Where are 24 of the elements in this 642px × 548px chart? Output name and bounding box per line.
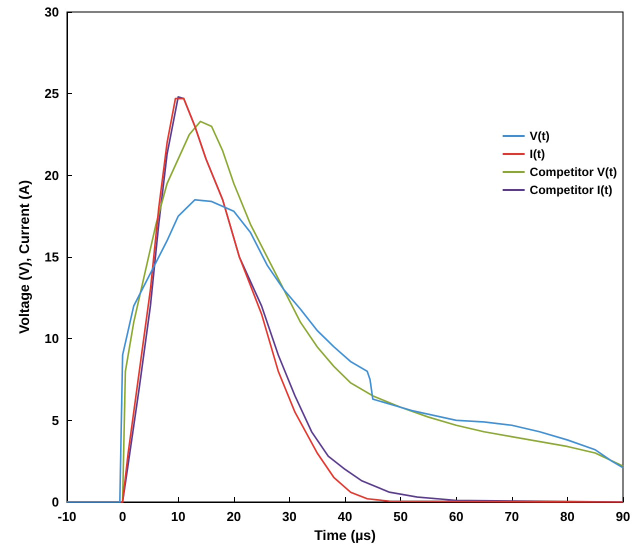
x-tick-label: 0 bbox=[118, 509, 126, 524]
x-tick-label: 20 bbox=[226, 509, 242, 524]
y-tick-label: 5 bbox=[52, 412, 59, 428]
x-axis-title: Time (µs) bbox=[314, 526, 376, 543]
x-tick-label: 90 bbox=[616, 509, 630, 524]
legend-label: Competitor I(t) bbox=[530, 183, 612, 197]
legend-label: Competitor V(t) bbox=[530, 165, 618, 179]
x-tick-label: 80 bbox=[560, 509, 575, 524]
x-tick-label: 70 bbox=[504, 509, 520, 524]
x-tick-label: -10 bbox=[58, 509, 76, 524]
x-tick-label: 10 bbox=[170, 509, 186, 524]
y-tick-label: 25 bbox=[44, 86, 59, 102]
x-tick-label: 60 bbox=[448, 509, 464, 524]
y-tick-label: 20 bbox=[44, 168, 59, 183]
y-tick-label: 15 bbox=[44, 250, 59, 264]
y-tick-label: 30 bbox=[44, 4, 59, 20]
x-tick-label: 30 bbox=[282, 509, 297, 524]
x-tick-label: 40 bbox=[338, 509, 352, 524]
y-tick-label: 10 bbox=[44, 331, 59, 346]
y-tick-label: 0 bbox=[52, 494, 59, 510]
legend-label: V(t) bbox=[530, 129, 550, 143]
y-axis-title: Voltage (V), Current (A) bbox=[16, 180, 32, 334]
legend-label: I(t) bbox=[530, 147, 546, 161]
x-tick-label: 50 bbox=[393, 509, 408, 524]
